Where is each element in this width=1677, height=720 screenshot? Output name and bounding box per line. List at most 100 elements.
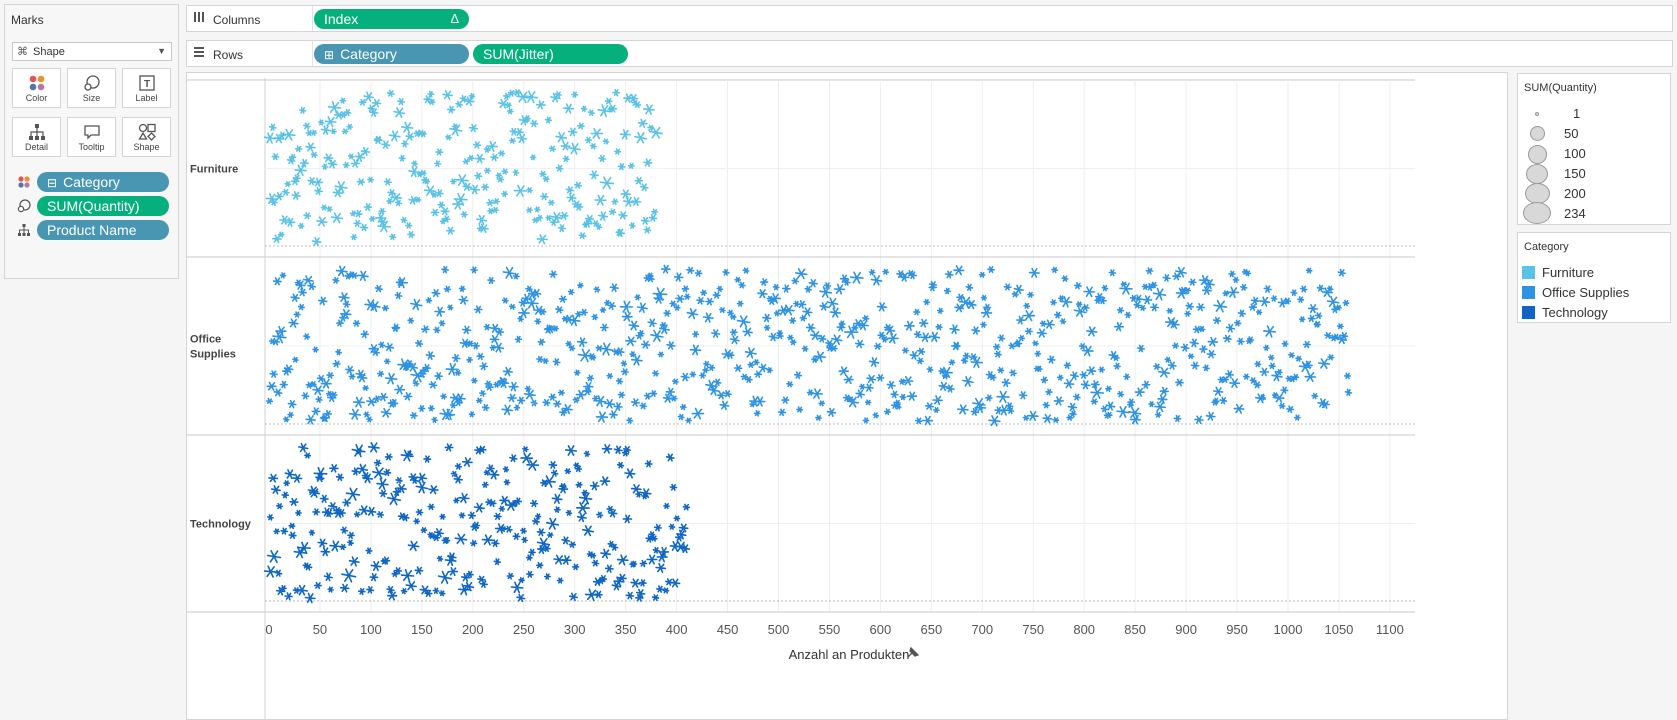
asterisk-mark[interactable] [428, 485, 439, 495]
asterisk-mark[interactable] [396, 483, 407, 494]
asterisk-mark[interactable] [1116, 306, 1125, 314]
asterisk-mark[interactable] [294, 164, 307, 176]
asterisk-mark[interactable] [567, 288, 575, 296]
asterisk-mark[interactable] [643, 226, 652, 234]
asterisk-mark[interactable] [532, 517, 540, 526]
asterisk-mark[interactable] [302, 275, 314, 286]
asterisk-mark[interactable] [558, 295, 567, 303]
asterisk-mark[interactable] [1255, 309, 1263, 316]
asterisk-mark[interactable] [373, 136, 383, 145]
asterisk-mark[interactable] [270, 485, 281, 495]
asterisk-mark[interactable] [862, 417, 870, 424]
asterisk-mark[interactable] [633, 101, 642, 109]
asterisk-mark[interactable] [461, 572, 471, 582]
asterisk-mark[interactable] [610, 543, 619, 551]
asterisk-mark[interactable] [369, 108, 379, 118]
asterisk-mark[interactable] [1139, 304, 1147, 312]
asterisk-mark[interactable] [1127, 398, 1136, 406]
mark-group-office-supplies[interactable] [265, 264, 1353, 427]
asterisk-mark[interactable] [516, 90, 530, 104]
asterisk-mark[interactable] [288, 318, 299, 328]
asterisk-mark[interactable] [597, 211, 609, 221]
asterisk-mark[interactable] [1187, 353, 1195, 360]
asterisk-mark[interactable] [796, 406, 804, 413]
asterisk-mark[interactable] [1022, 309, 1036, 322]
asterisk-mark[interactable] [483, 167, 491, 174]
asterisk-mark[interactable] [819, 302, 829, 311]
asterisk-mark[interactable] [791, 277, 799, 285]
asterisk-mark[interactable] [358, 587, 366, 596]
asterisk-mark[interactable] [1198, 325, 1206, 333]
asterisk-mark[interactable] [833, 283, 846, 295]
asterisk-mark[interactable] [530, 119, 539, 128]
asterisk-mark[interactable] [311, 407, 321, 416]
asterisk-mark[interactable] [553, 400, 562, 408]
asterisk-mark[interactable] [1080, 380, 1091, 390]
asterisk-mark[interactable] [854, 339, 865, 349]
asterisk-mark[interactable] [500, 525, 507, 533]
asterisk-mark[interactable] [600, 323, 609, 332]
asterisk-mark[interactable] [273, 528, 280, 535]
asterisk-mark[interactable] [450, 470, 458, 478]
rows-pill-sum-jitter[interactable]: SUM(Jitter) [473, 44, 628, 64]
asterisk-mark[interactable] [653, 523, 662, 532]
asterisk-mark[interactable] [513, 89, 522, 96]
asterisk-mark[interactable] [619, 300, 634, 314]
asterisk-mark[interactable] [281, 188, 290, 196]
asterisk-mark[interactable] [413, 518, 421, 525]
asterisk-mark[interactable] [493, 381, 500, 388]
asterisk-mark[interactable] [486, 464, 495, 473]
asterisk-mark[interactable] [526, 459, 540, 471]
asterisk-mark[interactable] [926, 366, 934, 373]
asterisk-mark[interactable] [362, 385, 369, 392]
asterisk-mark[interactable] [455, 174, 469, 187]
asterisk-mark[interactable] [1141, 380, 1151, 389]
asterisk-mark[interactable] [326, 205, 333, 213]
asterisk-mark[interactable] [442, 215, 451, 223]
asterisk-mark[interactable] [444, 443, 454, 452]
asterisk-mark[interactable] [400, 569, 415, 583]
asterisk-mark[interactable] [363, 203, 373, 212]
asterisk-mark[interactable] [584, 214, 595, 223]
asterisk-mark[interactable] [518, 307, 530, 319]
asterisk-mark[interactable] [491, 539, 500, 548]
asterisk-mark[interactable] [312, 508, 321, 516]
asterisk-mark[interactable] [1188, 278, 1197, 286]
asterisk-mark[interactable] [689, 371, 697, 378]
asterisk-mark[interactable] [980, 321, 987, 328]
asterisk-mark[interactable] [490, 153, 499, 162]
asterisk-mark[interactable] [576, 512, 587, 523]
marks-pill-product-name[interactable]: Product Name [37, 220, 169, 240]
asterisk-mark[interactable] [434, 160, 442, 168]
asterisk-mark[interactable] [754, 396, 766, 407]
asterisk-mark[interactable] [343, 108, 352, 117]
asterisk-mark[interactable] [462, 457, 473, 468]
asterisk-mark[interactable] [359, 223, 369, 232]
asterisk-mark[interactable] [966, 299, 977, 310]
asterisk-mark[interactable] [938, 367, 946, 375]
asterisk-mark[interactable] [635, 588, 646, 598]
asterisk-mark[interactable] [550, 469, 559, 477]
asterisk-mark[interactable] [650, 535, 658, 542]
asterisk-mark[interactable] [389, 398, 399, 407]
asterisk-mark[interactable] [974, 402, 987, 414]
asterisk-mark[interactable] [1213, 299, 1228, 313]
asterisk-mark[interactable] [324, 116, 337, 128]
asterisk-mark[interactable] [846, 396, 860, 408]
asterisk-mark[interactable] [894, 399, 901, 406]
asterisk-mark[interactable] [1090, 380, 1100, 389]
asterisk-mark[interactable] [543, 545, 551, 553]
asterisk-mark[interactable] [649, 390, 658, 397]
asterisk-mark[interactable] [1124, 311, 1132, 319]
asterisk-mark[interactable] [547, 199, 555, 206]
asterisk-mark[interactable] [467, 340, 474, 347]
asterisk-mark[interactable] [367, 442, 380, 453]
asterisk-mark[interactable] [270, 198, 278, 206]
asterisk-mark[interactable] [412, 380, 420, 387]
asterisk-mark[interactable] [573, 369, 581, 376]
asterisk-mark[interactable] [1050, 299, 1057, 306]
asterisk-mark[interactable] [546, 531, 554, 539]
asterisk-mark[interactable] [599, 306, 607, 314]
asterisk-mark[interactable] [420, 527, 428, 534]
asterisk-mark[interactable] [545, 215, 552, 222]
